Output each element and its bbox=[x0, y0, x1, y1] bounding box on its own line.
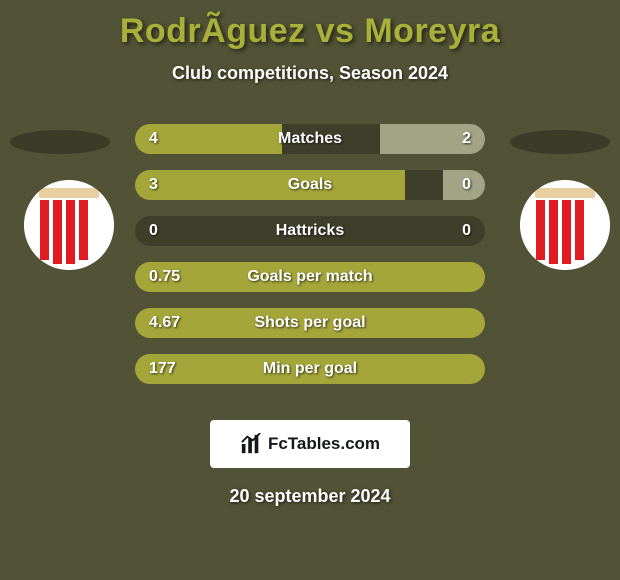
comparison-bars: 42Matches 30Goals 00Hattricks 0.75Goals per… bbox=[135, 124, 485, 400]
stat-row: 42Matches bbox=[135, 124, 485, 154]
comparison-body: 42Matches 30Goals 00Hattricks 0.75Goals per… bbox=[0, 112, 620, 412]
stat-label: Goals bbox=[135, 176, 485, 194]
page-title: RodrÃ­guez vs Moreyra bbox=[0, 12, 620, 51]
stat-label: Goals per match bbox=[135, 268, 485, 286]
stat-label: Min per goal bbox=[135, 360, 485, 378]
club-logo-left bbox=[24, 180, 114, 270]
stat-row: 4.67Shots per goal bbox=[135, 308, 485, 338]
subtitle: Club competitions, Season 2024 bbox=[0, 63, 620, 84]
stat-row: 30Goals bbox=[135, 170, 485, 200]
date-label: 20 september 2024 bbox=[0, 486, 620, 507]
brand-box: FcTables.com bbox=[210, 420, 410, 468]
club-crest-left-icon bbox=[24, 180, 114, 270]
club-crest-right-icon bbox=[520, 180, 610, 270]
club-logo-right bbox=[520, 180, 610, 270]
stat-label: Shots per goal bbox=[135, 314, 485, 332]
player-shadow-right bbox=[510, 130, 610, 154]
stat-label: Hattricks bbox=[135, 222, 485, 240]
stat-row: 00Hattricks bbox=[135, 216, 485, 246]
stat-label: Matches bbox=[135, 130, 485, 148]
comparison-infographic: RodrÃ­guez vs Moreyra Club competitions,… bbox=[0, 0, 620, 580]
stat-row: 0.75Goals per match bbox=[135, 262, 485, 292]
brand-text: FcTables.com bbox=[268, 434, 380, 454]
player-shadow-left bbox=[10, 130, 110, 154]
brand-chart-icon bbox=[240, 433, 262, 455]
stat-row: 177Min per goal bbox=[135, 354, 485, 384]
